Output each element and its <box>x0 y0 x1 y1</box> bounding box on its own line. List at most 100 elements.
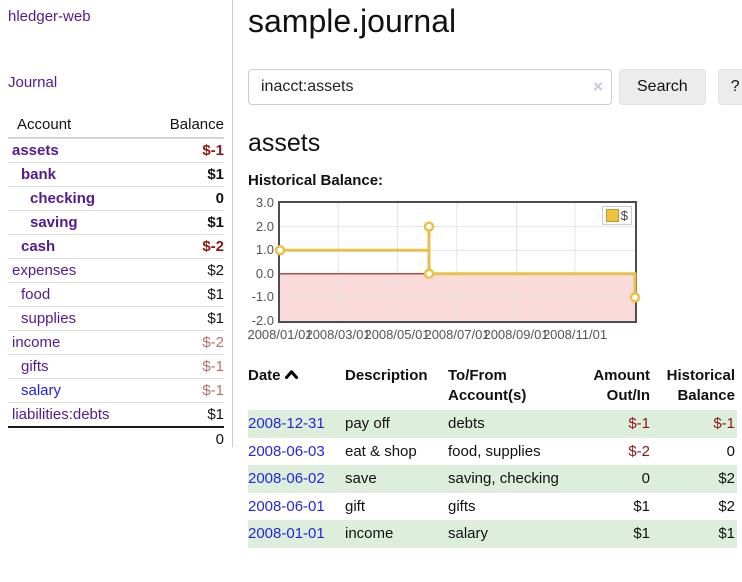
account-balance: $-1 <box>202 358 224 375</box>
transaction-description: eat & shop <box>345 442 417 460</box>
account-link[interactable]: salary <box>21 382 62 399</box>
transaction-date-link[interactable]: 2008-01-01 <box>248 525 325 543</box>
sidebar-item-food: food $1 <box>8 282 224 306</box>
account-link[interactable]: assets <box>12 142 59 159</box>
sidebar-item-saving: saving $1 <box>8 210 224 234</box>
sidebar: hledger-web Journal Account Balance asse… <box>0 0 233 448</box>
account-balance: 0 <box>215 190 224 207</box>
x-tick: 2008/07/01 <box>424 326 490 342</box>
accounts-header-balance: Balance <box>169 116 224 133</box>
transaction-date-link[interactable]: 2008-06-03 <box>248 442 325 460</box>
transaction-balance: $2 <box>658 465 737 493</box>
transaction-date-link[interactable]: 2008-12-31 <box>248 415 325 433</box>
col-header-balance: Historical Balance <box>666 366 735 405</box>
col-header-amount: Amount Out/In <box>593 366 650 405</box>
x-tick: 2008/11/01 <box>542 326 608 342</box>
register-row: 2008-06-03 eat & shop food, supplies $-2… <box>248 438 737 466</box>
x-tick: 2008/05/01 <box>364 326 430 342</box>
account-link[interactable]: food <box>21 286 51 303</box>
account-link[interactable]: cash <box>21 238 56 255</box>
account-balance: $1 <box>207 166 224 183</box>
sidebar-item-checking: checking 0 <box>8 186 224 210</box>
col-header-description: Description <box>345 366 428 384</box>
account-balance: $1 <box>207 406 224 423</box>
account-balance: $1 <box>207 214 224 231</box>
transaction-balance: $1 <box>658 520 737 548</box>
page-title: sample.journal <box>248 3 457 39</box>
clear-search-icon[interactable]: × <box>593 76 603 96</box>
account-link[interactable]: liabilities:debts <box>12 406 110 423</box>
brand-link[interactable]: hledger-web <box>8 8 91 25</box>
transaction-amount: $-2 <box>628 442 650 460</box>
account-balance: $-1 <box>202 382 224 399</box>
transaction-accounts: food, supplies <box>448 442 541 460</box>
search-bar: × Search ? <box>248 68 742 105</box>
transaction-accounts: salary <box>448 520 578 548</box>
accounts-total-row: 0 <box>8 426 224 451</box>
transaction-accounts: saving, checking <box>448 465 578 493</box>
account-balance: $-1 <box>202 142 224 159</box>
col-header-date[interactable]: Date <box>248 364 345 411</box>
app-brand: hledger-web <box>8 8 224 26</box>
register-row: 2008-12-31 pay off debts $-1 $-1 <box>248 410 737 438</box>
search-button[interactable]: Search <box>619 68 706 105</box>
sidebar-item-income: income $-2 <box>8 330 224 354</box>
sidebar-item-liabilities-debts: liabilities:debts $1 <box>8 402 224 426</box>
transaction-amount: 0 <box>578 465 658 493</box>
balance-line-chart <box>274 202 641 321</box>
transaction-description: save <box>345 465 448 493</box>
y-tick: 0.0 <box>255 265 274 281</box>
col-header-date-label: Date <box>248 366 281 384</box>
transaction-description: pay off <box>345 410 448 438</box>
sidebar-item-bank: bank $1 <box>8 162 224 186</box>
account-balance: $1 <box>207 310 224 327</box>
account-link[interactable]: gifts <box>21 358 49 375</box>
account-heading: assets <box>248 128 321 157</box>
chart-legend: $ <box>601 205 632 225</box>
legend-swatch-icon <box>605 208 619 222</box>
search-input[interactable] <box>248 68 612 105</box>
account-link[interactable]: supplies <box>21 310 77 327</box>
historical-balance-chart: 3.0 2.0 1.0 0.0 -1.0 -2.0 <box>247 195 737 343</box>
transaction-date-link[interactable]: 2008-06-01 <box>248 497 325 515</box>
y-tick: 1.0 <box>255 241 274 257</box>
sidebar-item-gifts: gifts $-1 <box>8 354 224 378</box>
account-link[interactable]: saving <box>30 214 78 231</box>
account-balance: $1 <box>207 286 224 303</box>
account-link[interactable]: checking <box>30 190 96 207</box>
register-header-row: Date Description To/From Account(s) Amou… <box>248 364 737 411</box>
account-link[interactable]: bank <box>21 166 57 183</box>
account-balance: $2 <box>207 262 224 279</box>
transaction-date-link[interactable]: 2008-06-02 <box>248 470 325 488</box>
register-row: 2008-01-01 income salary $1 $1 <box>248 520 737 548</box>
y-tick: -2.0 <box>251 312 274 328</box>
transaction-accounts: gifts <box>448 497 476 515</box>
register-table: Date Description To/From Account(s) Amou… <box>248 364 737 548</box>
sidebar-item-assets: assets $-1 <box>8 138 224 162</box>
y-tick: 2.0 <box>255 218 274 234</box>
x-tick: 2008/01/01 <box>247 326 313 342</box>
account-link[interactable]: income <box>12 334 61 351</box>
sidebar-item-expenses: expenses $2 <box>8 258 224 282</box>
accounts-table: Account Balance assets $-1 bank $1 check… <box>8 114 224 451</box>
nav-journal-link[interactable]: Journal <box>8 74 58 91</box>
sidebar-nav: Journal <box>8 74 224 92</box>
accounts-table-header: Account Balance <box>8 114 224 138</box>
transaction-amount: $-1 <box>578 410 658 438</box>
accounts-header-account: Account <box>17 116 72 133</box>
account-link[interactable]: expenses <box>12 262 77 279</box>
register-row: 2008-06-02 save saving, checking 0 $2 <box>248 465 737 493</box>
transaction-description: gift <box>345 497 366 515</box>
transaction-balance: $-1 <box>658 410 737 438</box>
sort-asc-icon <box>284 370 298 379</box>
main-content: sample.journal × Search ? assets Histori… <box>247 0 742 548</box>
plot-area: $ <box>274 200 641 323</box>
help-button[interactable]: ? <box>717 68 742 105</box>
transaction-balance: 0 <box>726 442 735 460</box>
transaction-description: income <box>345 520 448 548</box>
transaction-accounts: debts <box>448 410 578 438</box>
sidebar-item-supplies: supplies $1 <box>8 306 224 330</box>
transaction-amount: $1 <box>633 497 650 515</box>
y-tick: 3.0 <box>255 194 274 210</box>
chart-title: Historical Balance: <box>248 171 384 189</box>
